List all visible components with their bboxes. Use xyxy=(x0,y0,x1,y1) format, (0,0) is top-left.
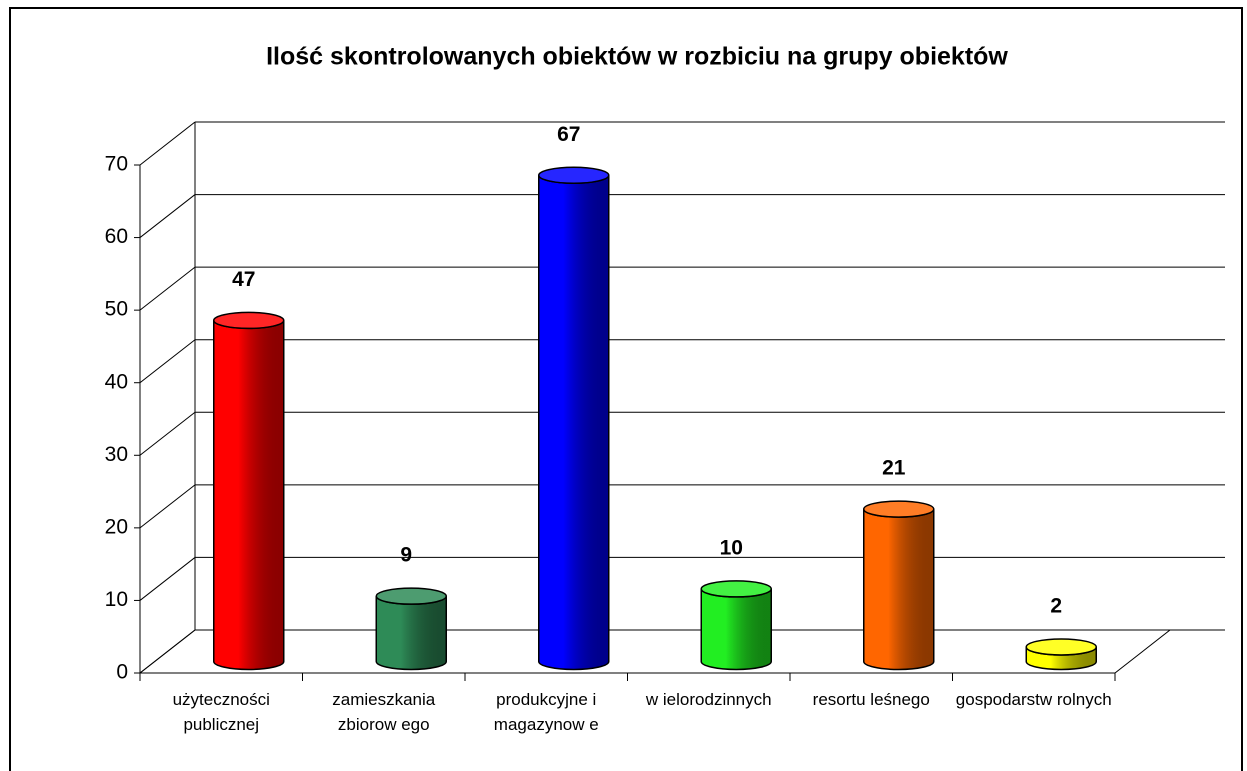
y-tick-label: 60 xyxy=(105,225,128,248)
x-tick-label: resortu leśnego xyxy=(812,690,930,709)
y-tick-label: 70 xyxy=(105,153,128,176)
bar xyxy=(863,500,935,671)
bar xyxy=(213,311,285,671)
grid-line-side xyxy=(139,266,196,311)
bar xyxy=(538,166,610,671)
value-label: 10 xyxy=(720,536,743,559)
value-label: 67 xyxy=(557,123,580,146)
bar xyxy=(375,587,447,671)
y-tick-label: 0 xyxy=(116,661,128,684)
bar-body xyxy=(538,175,610,671)
grid-line-side xyxy=(139,121,196,166)
bar-top xyxy=(863,500,935,518)
y-tick-label: 30 xyxy=(105,443,128,466)
x-tick-label: gospodarstw rolnych xyxy=(955,690,1112,709)
x-tick-label: zamieszkania zbiorow ego xyxy=(332,690,436,734)
bar-body xyxy=(213,320,285,671)
grid-line-side xyxy=(139,194,196,238)
value-label: 2 xyxy=(1050,595,1062,618)
bar-top xyxy=(213,311,285,330)
grid-line-side xyxy=(139,339,196,384)
value-label: 21 xyxy=(882,457,906,480)
x-tick-label: produkcyjne i magazynow e xyxy=(493,690,599,734)
bar-top xyxy=(1025,638,1097,656)
bar xyxy=(700,580,772,671)
y-tick-label: 40 xyxy=(105,370,128,393)
y-tick-label: 10 xyxy=(105,588,128,611)
grid-line-side xyxy=(139,629,196,674)
bar-top xyxy=(700,580,772,598)
bar-top xyxy=(375,587,447,605)
bar-body xyxy=(375,595,447,671)
value-label: 9 xyxy=(400,544,412,567)
bar-body xyxy=(700,588,772,671)
y-tick-label: 20 xyxy=(105,515,128,538)
x-tick-label: użyteczności publicznej xyxy=(172,690,270,734)
y-tick-label: 50 xyxy=(105,298,128,321)
chart-title: Ilość skontrolowanych obiektów w rozbici… xyxy=(266,43,1008,71)
grid-line-side xyxy=(139,484,196,529)
bar-body xyxy=(863,508,935,671)
bar-top xyxy=(538,166,610,185)
x-tick-label: w ielorodzinnych xyxy=(645,690,772,709)
bar xyxy=(1025,638,1097,671)
grid-line-side xyxy=(139,411,196,456)
value-label: 47 xyxy=(232,268,255,291)
grid-line-side xyxy=(139,557,196,601)
